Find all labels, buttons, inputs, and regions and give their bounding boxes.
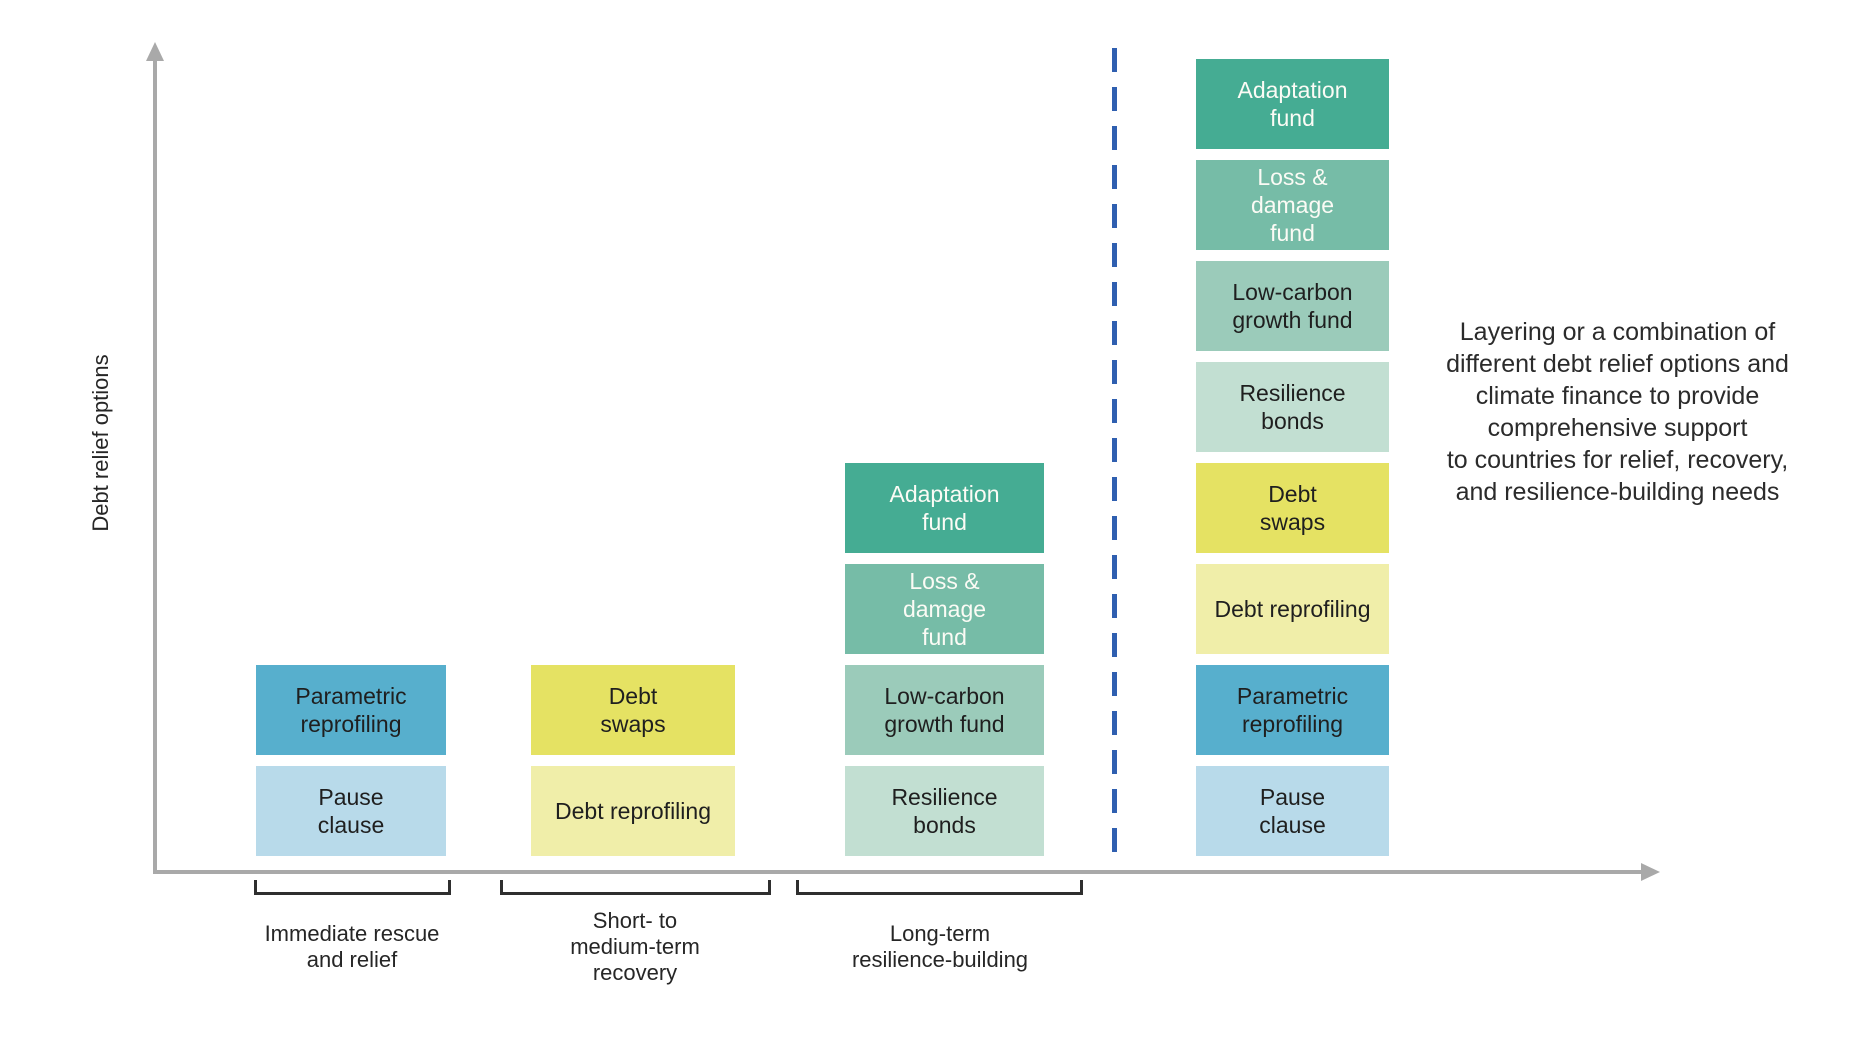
bracket-long-term-resilience	[796, 880, 1083, 895]
category-label-immediate-rescue: Immediate rescue and relief	[264, 921, 440, 972]
phase-divider-dashed-line	[1112, 48, 1117, 866]
column-long-term-resilience: Adaptation fund Loss & damage fund Low-c…	[845, 463, 1044, 856]
column-short-medium-recovery: Debt swaps Debt reprofiling	[531, 665, 735, 856]
box-adaptation-fund: Adaptation fund	[845, 463, 1044, 553]
box-debt-reprofiling: Debt reprofiling	[531, 766, 735, 856]
box-parametric-reprofiling: Parametric reprofiling	[256, 665, 446, 755]
x-axis-arrow-icon	[1641, 863, 1660, 881]
column-immediate-rescue: Parametric reprofiling Pause clause	[256, 665, 446, 856]
y-axis-line	[153, 56, 157, 874]
box-low-carbon-growth-fund: Low-carbon growth fund	[1196, 261, 1389, 351]
box-loss-damage-fund: Loss & damage fund	[845, 564, 1044, 654]
bracket-short-medium-recovery	[500, 880, 771, 895]
annotation-text: Layering or a combination of different d…	[1446, 318, 1789, 506]
y-axis-label: Debt relief options	[88, 354, 113, 532]
box-resilience-bonds: Resilience bonds	[845, 766, 1044, 856]
box-debt-reprofiling: Debt reprofiling	[1196, 564, 1389, 654]
y-axis-arrow-icon	[146, 42, 164, 61]
box-adaptation-fund: Adaptation fund	[1196, 59, 1389, 149]
x-axis-line	[153, 870, 1643, 874]
box-debt-swaps: Debt swaps	[1196, 463, 1389, 553]
box-low-carbon-growth-fund: Low-carbon growth fund	[845, 665, 1044, 755]
box-loss-damage-fund: Loss & damage fund	[1196, 160, 1389, 250]
bracket-immediate-rescue	[254, 880, 451, 895]
box-pause-clause: Pause clause	[1196, 766, 1389, 856]
box-resilience-bonds: Resilience bonds	[1196, 362, 1389, 452]
box-debt-swaps: Debt swaps	[531, 665, 735, 755]
box-parametric-reprofiling: Parametric reprofiling	[1196, 665, 1389, 755]
category-label-short-medium-recovery: Short- to medium-term recovery	[570, 908, 700, 985]
column-layered-combination: Adaptation fund Loss & damage fund Low-c…	[1196, 59, 1389, 856]
box-pause-clause: Pause clause	[256, 766, 446, 856]
category-label-long-term-resilience: Long-term resilience-building	[851, 921, 1029, 972]
